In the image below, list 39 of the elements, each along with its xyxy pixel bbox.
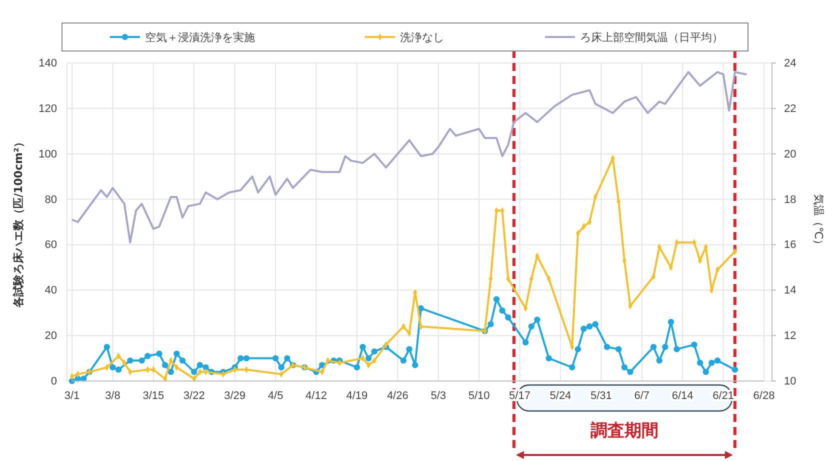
y-tick-label: 20 [44, 330, 57, 342]
x-tick-label: 4/19 [346, 390, 368, 402]
y2-tick-label: 10 [784, 376, 796, 388]
x-tick-label: 4/5 [268, 390, 284, 402]
x-tick-label: 3/8 [105, 390, 120, 402]
y-tick-label: 80 [44, 194, 57, 206]
x-tick-label: 6/7 [634, 390, 650, 402]
x-tick-label: 5/24 [550, 390, 572, 402]
x-tick-label: 5/31 [590, 390, 612, 402]
legend-label: ろ床上部空間気温（日平均） [580, 30, 723, 44]
y2-tick-label: 16 [784, 239, 796, 252]
y2-tick-label: 14 [784, 284, 796, 297]
y-tick-label: 140 [38, 58, 57, 70]
y2-tick-label: 22 [784, 102, 796, 115]
y-tick-label: 100 [38, 148, 57, 160]
x-tick-label: 5/3 [430, 390, 446, 402]
y-tick-label: 40 [44, 284, 57, 297]
y-tick-label: 0 [50, 376, 57, 388]
y-axis-title: 各試験ろ床ハエ数（匹/100cm²） [12, 136, 25, 308]
x-tick-label: 3/1 [64, 390, 80, 402]
x-tick-label: 4/12 [306, 390, 327, 402]
x-tick-label: 4/26 [386, 390, 408, 402]
x-tick-label: 3/29 [224, 390, 246, 402]
y-tick-label: 60 [44, 239, 57, 252]
x-tick-label: 5/10 [468, 390, 490, 402]
y2-tick-label: 24 [784, 58, 796, 70]
x-tick-label: 6/14 [672, 390, 694, 402]
y2-tick-label: 12 [784, 330, 796, 342]
legend-label: 洗浄なし [400, 30, 444, 44]
y2-tick-label: 18 [784, 194, 796, 206]
x-tick-label: 3/22 [183, 390, 205, 402]
y-tick-label: 120 [38, 102, 57, 115]
text: 調査期間 [590, 421, 658, 441]
y2-axis-title: 気温（℃） [812, 194, 825, 250]
line-series [71, 71, 748, 244]
x-tick-label: 6/28 [753, 390, 775, 402]
y2-tick-label: 20 [784, 148, 796, 160]
legend-label: 空気＋浸漬洗浄を実施 [145, 30, 255, 44]
x-tick-label: 3/15 [142, 390, 164, 402]
